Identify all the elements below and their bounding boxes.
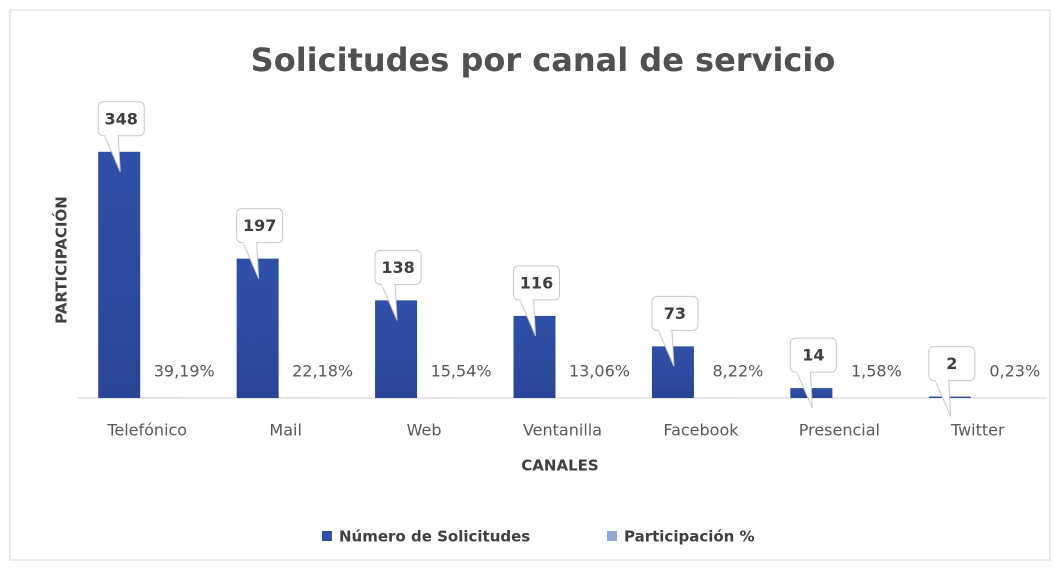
data-label: 22,18%	[292, 362, 353, 381]
data-label: 73	[664, 304, 686, 323]
data-label: 1,58%	[851, 362, 902, 381]
y-axis-label: PARTICIPACIÓN	[52, 196, 71, 324]
legend-swatch	[322, 531, 332, 541]
callout-cover	[520, 297, 533, 302]
data-label: 15,54%	[431, 362, 492, 381]
x-tick-label: Presencial	[799, 421, 880, 440]
legend-label: Participación %	[624, 528, 755, 546]
x-tick-label: Ventanilla	[523, 421, 602, 440]
callout-cover	[243, 240, 256, 245]
bar	[98, 151, 141, 398]
bar	[236, 258, 279, 398]
data-label: 2	[946, 354, 957, 373]
callout-cover	[658, 328, 671, 333]
data-label: 116	[520, 273, 553, 292]
legend-swatch	[607, 531, 617, 541]
x-tick-label: Web	[407, 421, 442, 440]
callout-box	[651, 295, 699, 331]
x-tick-label: Twitter	[950, 421, 1005, 440]
callout-cover	[105, 133, 118, 138]
data-label: 8,22%	[713, 362, 764, 381]
x-tick-label: Telefónico	[106, 421, 187, 440]
chart-title: Solicitudes por canal de servicio	[251, 41, 836, 79]
callout-box	[789, 337, 837, 373]
data-label: 13,06%	[569, 362, 630, 381]
callout-box	[97, 101, 145, 137]
x-axis-label: CANALES	[521, 457, 598, 475]
callout-cover	[797, 370, 810, 375]
callout-box	[374, 249, 422, 285]
callout-box	[236, 208, 284, 244]
legend-label: Número de Solicitudes	[339, 528, 530, 546]
data-label: 348	[105, 109, 138, 128]
x-tick-label: Facebook	[663, 421, 739, 440]
callout-box	[928, 346, 976, 382]
data-label: 197	[243, 216, 276, 235]
data-label: 14	[802, 346, 824, 365]
callout-box	[513, 265, 560, 301]
callout-cover	[935, 378, 948, 383]
x-tick-label: Mail	[269, 421, 302, 440]
data-label: 39,19%	[154, 362, 215, 381]
data-label: 138	[381, 258, 414, 277]
data-label: 0,23%	[989, 362, 1040, 381]
callout-cover	[382, 282, 395, 287]
